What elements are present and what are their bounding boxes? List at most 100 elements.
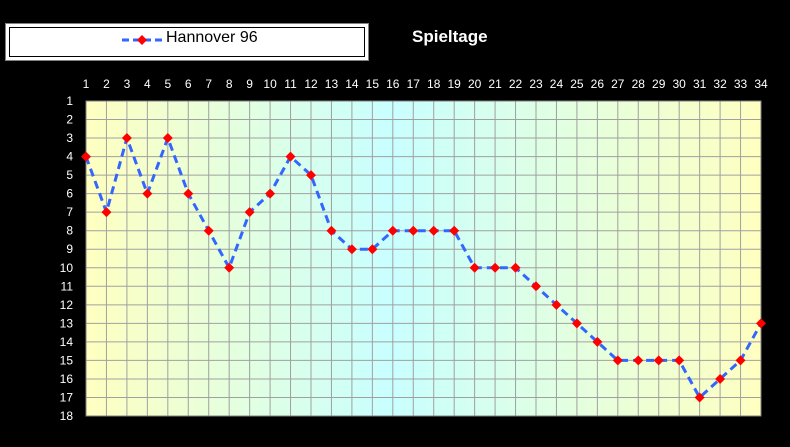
plot-border	[85, 100, 762, 417]
data-point-24	[551, 299, 562, 310]
data-point-27	[612, 355, 623, 366]
data-point-9	[244, 207, 255, 218]
y-tick-label-2: 2	[66, 113, 73, 127]
data-point-3	[121, 133, 132, 144]
data-point-4	[142, 188, 153, 199]
y-tick-label-7: 7	[66, 205, 73, 219]
y-tick-label-14: 14	[60, 335, 74, 349]
x-tick-label-28: 28	[632, 77, 646, 91]
data-point-30	[674, 355, 685, 366]
data-point-8	[224, 262, 235, 273]
data-point-12	[306, 170, 316, 181]
x-tick-label-34: 34	[754, 77, 768, 91]
x-tick-label-14: 14	[345, 77, 359, 91]
data-point-23	[531, 281, 541, 292]
x-tick-label-27: 27	[611, 77, 625, 91]
x-tick-label-13: 13	[325, 77, 339, 91]
x-tick-label-6: 6	[185, 77, 192, 91]
legend: Hannover 96	[5, 23, 369, 61]
y-tick-label-13: 13	[60, 316, 74, 330]
x-tick-label-11: 11	[284, 77, 297, 91]
x-tick-label-31: 31	[693, 77, 707, 91]
x-tick-label-30: 30	[673, 77, 687, 91]
y-tick-label-15: 15	[60, 353, 74, 367]
series-line-hannover-96	[84, 133, 763, 400]
x-tick-labels: 1 2 3 4 5 6 7 8 9 10 11 12 13 14 15 16 17 18 19 20 21 22 23 24 2…	[83, 77, 768, 91]
data-point-6	[183, 188, 194, 199]
y-tick-label-6: 6	[66, 187, 73, 201]
data-point-17	[408, 225, 419, 236]
y-tick-label-9: 9	[66, 242, 73, 256]
plot-background	[86, 101, 761, 416]
x-tick-label-7: 7	[205, 77, 212, 91]
data-point-7	[203, 225, 214, 236]
data-point-13	[326, 225, 337, 236]
x-tick-label-9: 9	[246, 77, 253, 91]
y-tick-label-3: 3	[66, 131, 73, 145]
x-tick-label-23: 23	[529, 77, 543, 91]
data-point-25	[571, 318, 582, 329]
x-tick-label-1: 1	[83, 77, 90, 91]
y-tick-label-17: 17	[60, 390, 74, 404]
data-point-1	[81, 151, 91, 162]
legend-swatch-icon	[122, 35, 162, 45]
x-tick-label-10: 10	[263, 77, 277, 91]
data-point-31	[694, 392, 705, 403]
y-tick-label-5: 5	[66, 168, 73, 182]
x-tick-label-15: 15	[366, 77, 380, 91]
y-tick-label-10: 10	[60, 261, 74, 275]
x-tick-label-16: 16	[386, 77, 400, 91]
x-tick-label-18: 18	[427, 77, 441, 91]
data-point-19	[449, 225, 460, 236]
x-tick-label-12: 12	[304, 77, 318, 91]
data-point-22	[510, 262, 521, 273]
x-tick-label-22: 22	[509, 77, 523, 91]
y-tick-label-1: 1	[66, 94, 73, 108]
x-tick-label-2: 2	[103, 77, 110, 91]
y-tick-label-4: 4	[66, 150, 73, 164]
data-point-18	[428, 225, 439, 236]
data-point-2	[101, 207, 112, 218]
y-tick-label-8: 8	[66, 224, 73, 238]
x-tick-label-4: 4	[144, 77, 151, 91]
legend-label: Hannover 96	[166, 29, 258, 46]
y-tick-label-12: 12	[60, 298, 74, 312]
x-tick-label-29: 29	[652, 77, 666, 91]
data-point-5	[162, 133, 173, 144]
series-markers	[81, 133, 766, 403]
data-point-11	[285, 151, 296, 162]
x-tick-label-25: 25	[570, 77, 584, 91]
x-tick-label-5: 5	[164, 77, 171, 91]
y-tick-label-18: 18	[60, 409, 74, 423]
x-tick-label-19: 19	[448, 77, 462, 91]
horizontal-gridlines	[86, 100, 761, 417]
data-point-15	[367, 244, 378, 255]
legend-inner-frame	[9, 27, 365, 57]
data-point-34	[756, 318, 766, 329]
y-tick-label-16: 16	[60, 372, 74, 386]
x-tick-label-8: 8	[226, 77, 233, 91]
y-tick-label-11: 11	[61, 279, 74, 293]
chart-title: Spieltage	[412, 27, 488, 46]
x-tick-label-20: 20	[468, 77, 482, 91]
x-tick-label-26: 26	[591, 77, 605, 91]
x-tick-label-32: 32	[713, 77, 727, 91]
data-point-14	[346, 244, 357, 255]
data-point-16	[387, 225, 398, 236]
data-point-28	[633, 355, 644, 366]
data-point-32	[715, 373, 726, 384]
x-tick-label-3: 3	[124, 77, 131, 91]
data-point-29	[653, 355, 664, 366]
x-tick-label-21: 21	[488, 77, 502, 91]
x-tick-label-33: 33	[734, 77, 748, 91]
x-tick-label-17: 17	[407, 77, 421, 91]
x-tick-label-24: 24	[550, 77, 564, 91]
data-point-10	[265, 188, 276, 199]
data-point-20	[469, 262, 480, 273]
data-point-26	[592, 336, 603, 347]
data-point-21	[490, 262, 501, 273]
data-point-33	[735, 355, 746, 366]
